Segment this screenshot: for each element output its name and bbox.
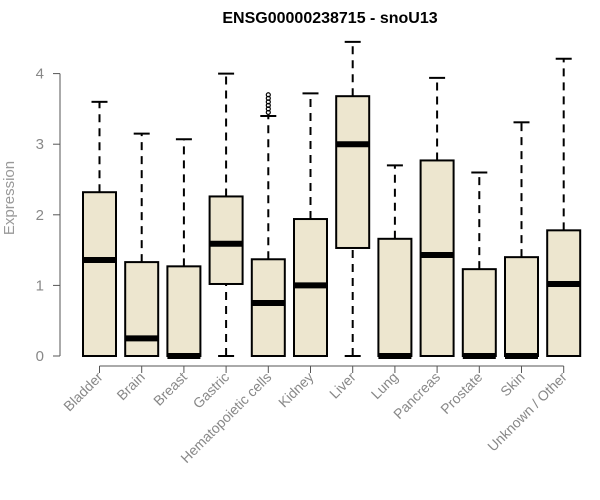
box-bladder bbox=[82, 100, 117, 357]
box-iqr bbox=[377, 237, 413, 357]
box-iqr bbox=[461, 268, 497, 357]
box-kidney bbox=[293, 92, 328, 357]
x-tick-label: Prostate bbox=[437, 369, 485, 417]
y-tick-label: 1 bbox=[36, 277, 44, 294]
box-gastric bbox=[208, 72, 244, 357]
x-tick-label: Skin bbox=[497, 369, 528, 400]
box-iqr bbox=[504, 256, 539, 357]
y-tick-label: 0 bbox=[36, 348, 44, 365]
x-tick-label: Bladder bbox=[60, 369, 106, 415]
x-tick-label: Breast bbox=[150, 369, 190, 409]
y-tick-label: 2 bbox=[36, 207, 44, 224]
y-axis-label: Expression bbox=[1, 161, 18, 235]
box-skin bbox=[504, 121, 539, 359]
box-hematopoietic-cells bbox=[250, 92, 286, 358]
box-iqr bbox=[166, 265, 202, 358]
box-pancreas bbox=[419, 76, 455, 357]
box-series bbox=[82, 40, 582, 359]
box-iqr bbox=[250, 258, 286, 358]
box-iqr bbox=[208, 195, 244, 285]
box-iqr bbox=[124, 261, 160, 357]
x-tick-label: Lung bbox=[368, 369, 401, 402]
x-tick-label: Brain bbox=[113, 369, 147, 403]
box-liver bbox=[335, 40, 371, 357]
x-tick-label: Pancreas bbox=[390, 369, 443, 422]
y-tick-label: 3 bbox=[36, 136, 44, 153]
y-tick-label: 4 bbox=[36, 66, 44, 83]
box-iqr bbox=[335, 95, 371, 249]
box-brain bbox=[124, 132, 160, 357]
box-iqr bbox=[82, 191, 117, 357]
box-prostate bbox=[461, 171, 497, 359]
box-iqr bbox=[419, 159, 455, 357]
chart-title: ENSG00000238715 - snoU13 bbox=[222, 10, 437, 27]
outlier-point bbox=[265, 92, 271, 98]
box-breast bbox=[166, 138, 202, 359]
box-iqr bbox=[546, 229, 582, 357]
box-lung bbox=[377, 164, 413, 359]
x-tick-label: Kidney bbox=[275, 369, 317, 411]
x-tick-label: Unknown / Other bbox=[484, 369, 570, 455]
y-axis: 0 1 2 3 4 bbox=[36, 66, 61, 365]
box-unknown-other bbox=[546, 57, 582, 357]
x-tick-label: Liver bbox=[326, 369, 359, 402]
